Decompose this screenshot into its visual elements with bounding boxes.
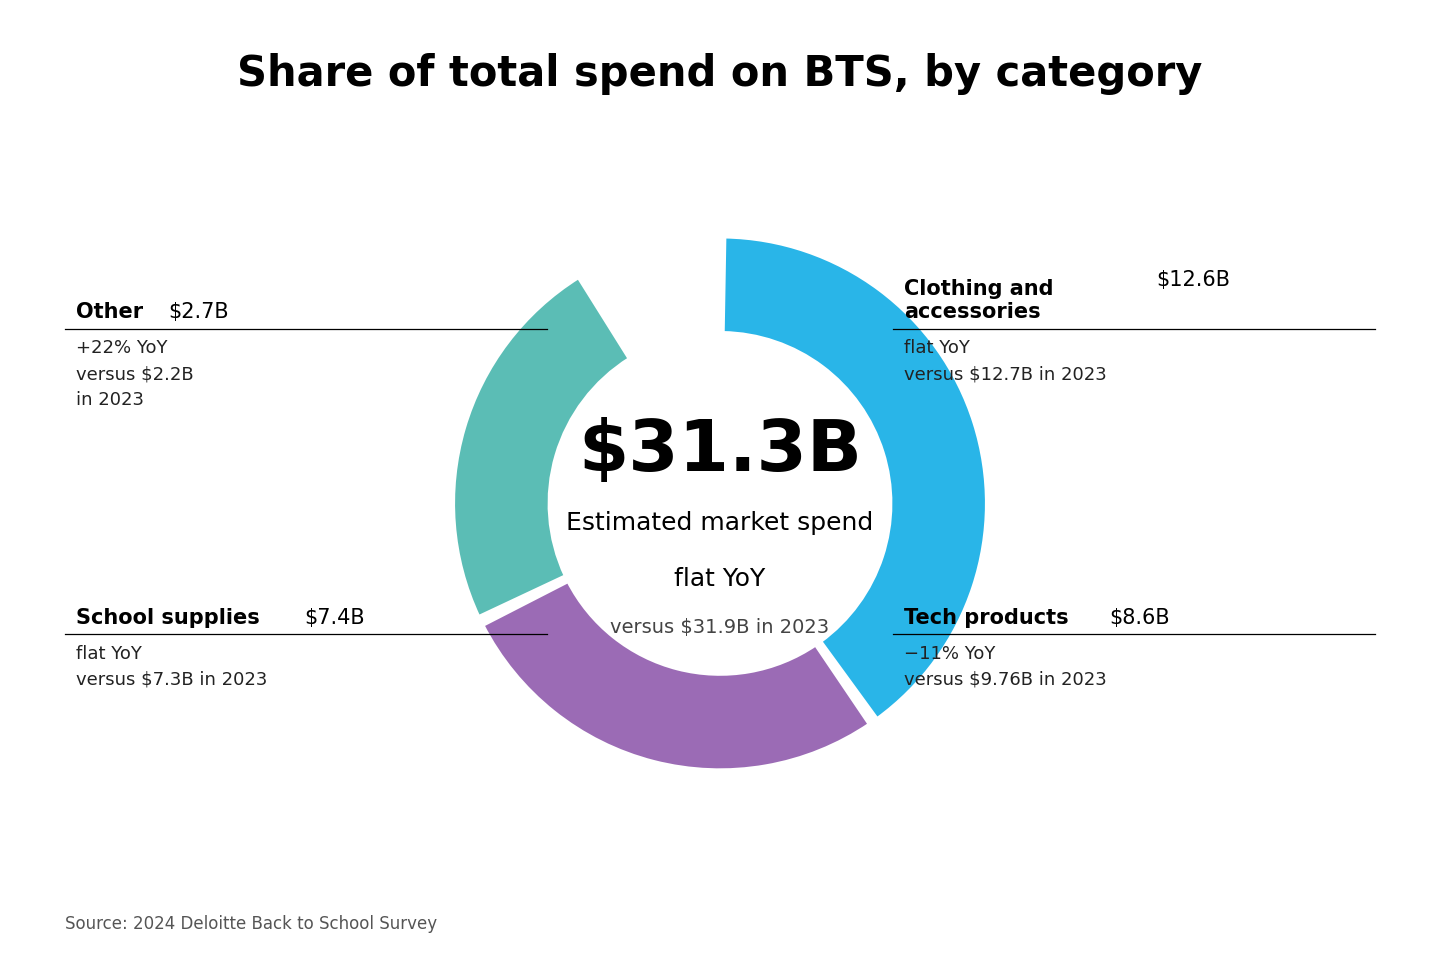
Text: $31.3B: $31.3B — [577, 416, 863, 485]
Text: Share of total spend on BTS, by category: Share of total spend on BTS, by category — [238, 53, 1202, 95]
Text: Clothing and
accessories: Clothing and accessories — [904, 278, 1054, 322]
Text: versus $31.9B in 2023: versus $31.9B in 2023 — [611, 617, 829, 636]
Text: flat YoY
versus $7.3B in 2023: flat YoY versus $7.3B in 2023 — [76, 644, 268, 688]
Text: −11% YoY
versus $9.76B in 2023: −11% YoY versus $9.76B in 2023 — [904, 644, 1107, 688]
Text: Tech products: Tech products — [904, 607, 1068, 627]
Text: flat YoY: flat YoY — [674, 567, 766, 590]
Wedge shape — [586, 237, 717, 357]
Text: $12.6B: $12.6B — [1156, 269, 1230, 290]
Text: $2.7B: $2.7B — [168, 301, 229, 322]
Circle shape — [549, 333, 891, 674]
Text: $7.4B: $7.4B — [304, 607, 364, 627]
Wedge shape — [454, 278, 629, 617]
Text: +22% YoY
versus $2.2B
in 2023: +22% YoY versus $2.2B in 2023 — [76, 339, 194, 409]
Text: Other: Other — [76, 301, 144, 322]
Wedge shape — [482, 581, 870, 770]
Text: School supplies: School supplies — [76, 607, 261, 627]
Text: Estimated market spend: Estimated market spend — [566, 511, 874, 535]
Wedge shape — [723, 237, 986, 719]
Text: Source: 2024 Deloitte Back to School Survey: Source: 2024 Deloitte Back to School Sur… — [65, 914, 436, 932]
Text: $8.6B: $8.6B — [1109, 607, 1169, 627]
Text: flat YoY
versus $12.7B in 2023: flat YoY versus $12.7B in 2023 — [904, 339, 1107, 383]
